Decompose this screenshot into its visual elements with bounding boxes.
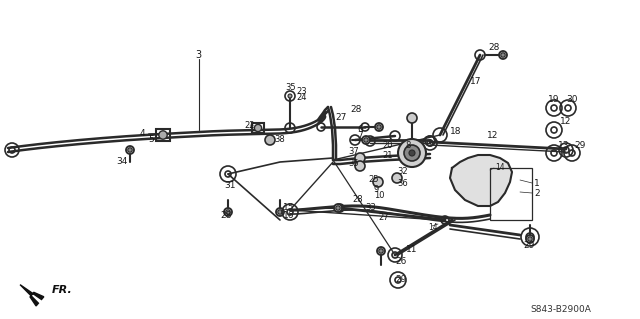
Text: FR.: FR. [52, 285, 73, 295]
Text: 16: 16 [283, 211, 294, 219]
Circle shape [392, 173, 402, 183]
Text: 27: 27 [378, 212, 388, 221]
Circle shape [224, 208, 232, 216]
Text: 6: 6 [357, 125, 363, 135]
Text: 14: 14 [495, 164, 504, 173]
Text: 29: 29 [574, 142, 586, 151]
Circle shape [377, 247, 385, 255]
Circle shape [128, 148, 132, 152]
Circle shape [379, 249, 383, 253]
Text: 20: 20 [382, 142, 392, 151]
Polygon shape [20, 285, 44, 306]
Circle shape [377, 125, 381, 129]
Circle shape [336, 206, 340, 210]
Text: 21: 21 [382, 151, 392, 160]
Circle shape [526, 235, 534, 243]
Text: 1: 1 [534, 179, 540, 188]
Circle shape [265, 135, 275, 145]
Text: 19: 19 [548, 95, 559, 105]
Text: 23: 23 [296, 87, 307, 97]
Bar [490, 168, 532, 220]
Text: 14: 14 [428, 224, 438, 233]
Text: 28: 28 [220, 211, 232, 219]
Text: 34: 34 [116, 158, 127, 167]
Circle shape [528, 237, 532, 241]
Circle shape [404, 145, 420, 161]
Circle shape [398, 139, 426, 167]
Circle shape [499, 51, 507, 59]
Circle shape [364, 138, 368, 142]
Circle shape [159, 131, 167, 139]
Text: 38: 38 [274, 136, 285, 145]
Text: 33: 33 [365, 204, 376, 212]
Text: 32: 32 [397, 167, 408, 176]
Text: 4: 4 [140, 129, 146, 137]
Circle shape [226, 210, 230, 214]
Text: 12: 12 [560, 117, 572, 127]
Text: 13: 13 [558, 142, 570, 151]
Bar [252, 123, 264, 133]
Text: 18: 18 [450, 128, 461, 137]
Text: 35: 35 [348, 160, 358, 168]
Text: 36: 36 [397, 180, 408, 189]
Text: 11: 11 [406, 246, 417, 255]
Text: 15: 15 [283, 204, 294, 212]
Text: 31: 31 [224, 181, 236, 189]
Circle shape [407, 113, 417, 123]
Text: 25: 25 [368, 174, 378, 183]
Text: 29: 29 [523, 241, 534, 249]
Text: 28: 28 [350, 106, 362, 115]
Text: 8: 8 [405, 142, 410, 151]
Circle shape [373, 177, 383, 187]
Circle shape [355, 161, 365, 171]
Text: 2: 2 [534, 189, 540, 197]
Bar [156, 129, 170, 141]
Circle shape [126, 146, 134, 154]
Text: 28: 28 [352, 196, 363, 204]
Text: 27: 27 [335, 114, 346, 122]
Text: 37: 37 [348, 147, 359, 157]
Text: 17: 17 [470, 78, 481, 86]
Text: 9: 9 [374, 184, 380, 194]
Circle shape [276, 208, 284, 216]
Text: 12: 12 [487, 131, 499, 140]
Circle shape [278, 210, 282, 214]
Text: 10: 10 [374, 191, 385, 201]
Text: 28: 28 [488, 43, 499, 53]
Circle shape [409, 150, 415, 156]
Polygon shape [450, 155, 512, 206]
Text: 7: 7 [357, 131, 363, 140]
Circle shape [255, 124, 262, 132]
Text: S843-B2900A: S843-B2900A [530, 306, 591, 315]
Text: 5: 5 [148, 136, 154, 145]
Text: 29: 29 [395, 276, 406, 285]
Circle shape [501, 53, 505, 57]
Circle shape [334, 204, 342, 212]
Text: 24: 24 [296, 93, 307, 102]
Circle shape [355, 153, 365, 163]
Text: 3: 3 [195, 50, 201, 60]
Text: 26: 26 [395, 257, 406, 266]
Text: 35: 35 [285, 84, 296, 93]
Text: 30: 30 [566, 95, 577, 105]
Circle shape [375, 123, 383, 131]
Circle shape [288, 94, 292, 98]
Text: 22: 22 [244, 121, 255, 130]
Circle shape [362, 136, 370, 144]
